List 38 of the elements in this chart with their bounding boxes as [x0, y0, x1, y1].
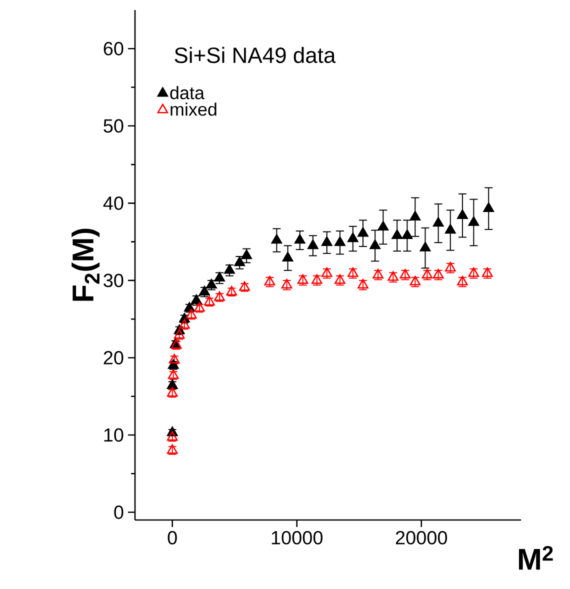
point [410, 210, 421, 220]
point [457, 209, 468, 219]
point [214, 272, 225, 282]
point [294, 234, 306, 244]
x-tick-label: 20000 [396, 530, 448, 544]
legend-label: data [170, 86, 204, 100]
point [241, 250, 252, 260]
point [282, 252, 294, 262]
point [334, 236, 346, 246]
point [392, 229, 403, 240]
y-tick-label: 50 [104, 119, 124, 133]
y-tick-label: 60 [104, 42, 124, 56]
y-tick-label: 0 [114, 506, 124, 519]
y-axis-title: F$_{2}$(M) [72, 228, 100, 301]
point [420, 242, 431, 252]
point [444, 224, 456, 234]
y-tick-label: 20 [104, 350, 124, 364]
legend-label: mixed [170, 102, 216, 116]
point [308, 240, 318, 250]
point [224, 264, 235, 274]
point [468, 216, 480, 226]
y-tick-label: 10 [104, 428, 124, 442]
point [347, 232, 358, 242]
y-tick-label: 30 [104, 274, 124, 288]
point [402, 229, 413, 240]
point [483, 202, 494, 212]
x-axis-title: M$^{2}$ [518, 546, 553, 570]
x-tick-label: 10000 [272, 530, 323, 544]
point [358, 227, 368, 237]
point [432, 217, 444, 227]
x-tick-label: 0 [168, 530, 177, 544]
point [271, 234, 282, 244]
point [234, 256, 245, 266]
y-tick-label: 40 [103, 196, 124, 210]
point [378, 220, 389, 231]
text: Si+Si NA49 data [174, 46, 336, 64]
point [370, 240, 380, 250]
point [321, 236, 332, 246]
